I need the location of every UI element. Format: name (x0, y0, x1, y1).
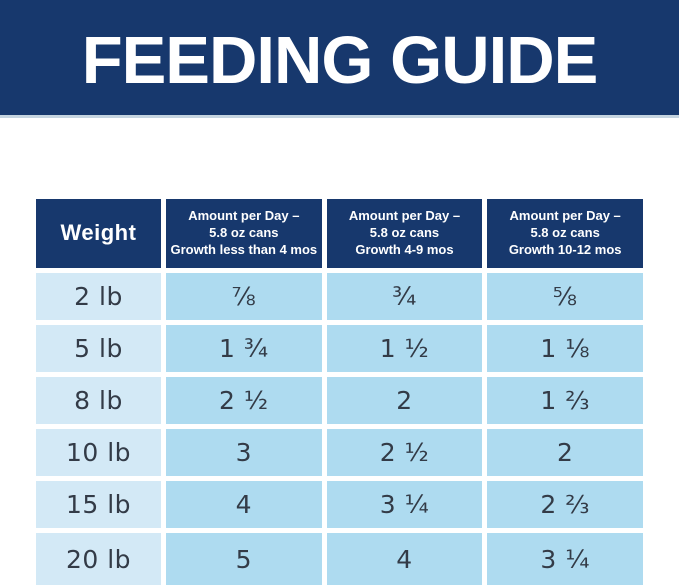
weight-cell: 10 lb (36, 429, 161, 476)
column-header-line: Amount per Day – (348, 208, 461, 224)
column-header-weight-label: Weight (60, 220, 137, 246)
column-header-growth-lt4mos: Amount per Day – 5.8 oz cans Growth less… (166, 199, 322, 268)
column-header-weight: Weight (36, 199, 161, 268)
column-header-line: Growth less than 4 mos (170, 241, 318, 257)
amount-cell: 2 (326, 377, 483, 424)
amount-cell: 3 ¼ (326, 481, 483, 528)
amount-cell: 5 (166, 533, 322, 585)
column-header-line: Amount per Day – (188, 208, 300, 224)
weight-cell: 5 lb (36, 325, 161, 372)
column-header-line: 5.8 oz cans (209, 225, 279, 241)
column-header-line: Growth 10-12 mos (508, 241, 622, 257)
feeding-table: Weight Amount per Day – 5.8 oz cans Grow… (36, 199, 643, 585)
page-title: FEEDING GUIDE (81, 23, 599, 98)
amount-cell: 3 (166, 429, 322, 476)
column-header-growth-4-9mos: Amount per Day – 5.8 oz cans Growth 4-9 … (326, 199, 483, 268)
weight-cell: 15 lb (36, 481, 161, 528)
banner: FEEDING GUIDE (0, 0, 679, 118)
column-header-line: 5.8 oz cans (369, 225, 440, 241)
amount-cell: 1 ⅔ (487, 377, 643, 424)
weight-cell: 8 lb (36, 377, 161, 424)
amount-cell: 1 ½ (326, 325, 483, 372)
column-header-line: Growth 4-9 mos (355, 241, 454, 257)
amount-cell: 2 ½ (326, 429, 483, 476)
weight-cell: 20 lb (36, 533, 161, 585)
amount-cell: ¾ (326, 273, 483, 320)
amount-cell: 4 (326, 533, 483, 585)
column-header-line: 5.8 oz cans (530, 225, 600, 241)
column-header-growth-10-12mos: Amount per Day – 5.8 oz cans Growth 10-1… (487, 199, 643, 268)
amount-cell: 2 ½ (166, 377, 322, 424)
amount-cell: 1 ¾ (166, 325, 322, 372)
amount-cell: ⅝ (487, 273, 643, 320)
column-header-line: Amount per Day – (509, 208, 621, 224)
amount-cell: 4 (166, 481, 322, 528)
amount-cell: 2 ⅔ (487, 481, 643, 528)
amount-cell: 3 ¼ (487, 533, 643, 585)
weight-cell: 2 lb (36, 273, 161, 320)
amount-cell: 1 ⅛ (487, 325, 643, 372)
amount-cell: ⅞ (166, 273, 322, 320)
amount-cell: 2 (487, 429, 643, 476)
